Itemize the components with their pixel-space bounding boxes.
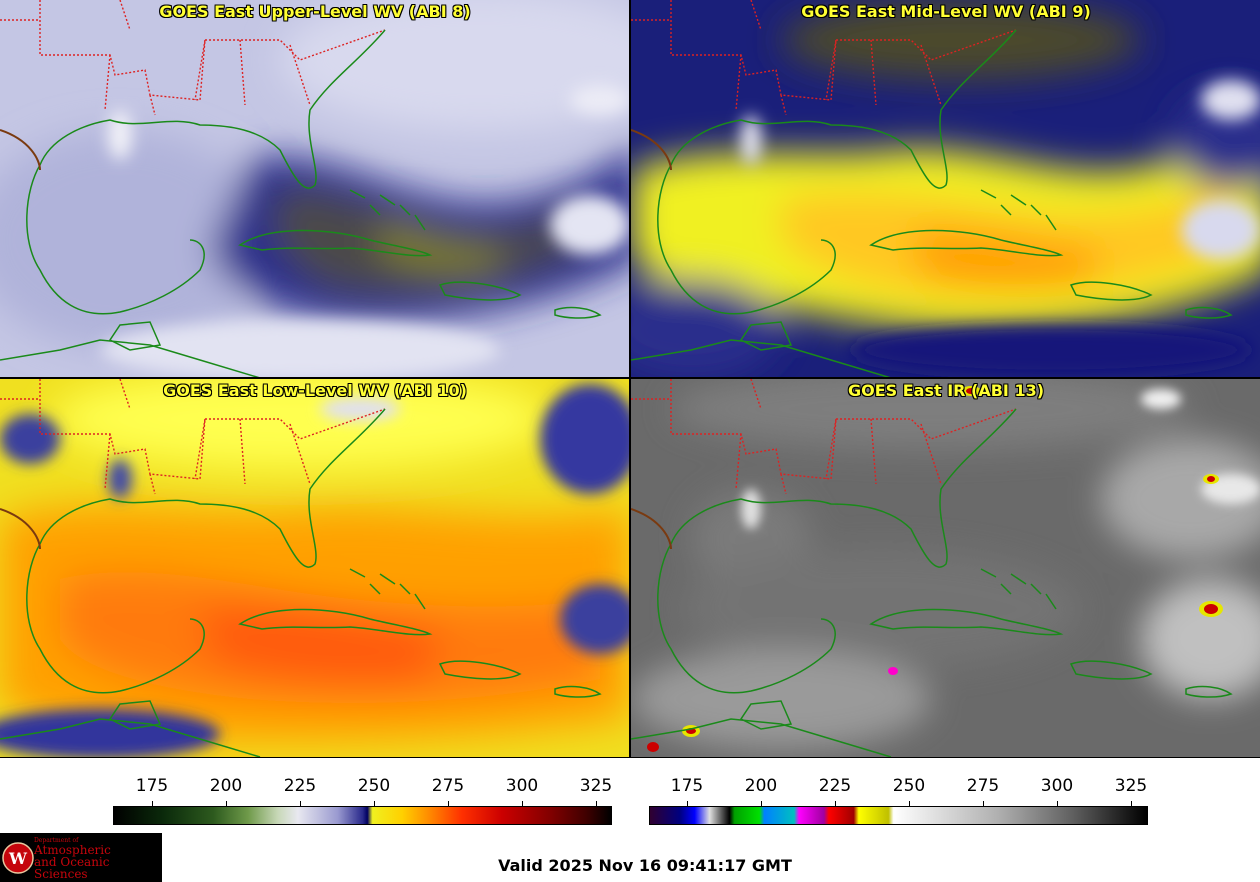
ir-tick-mark — [835, 801, 836, 806]
wv-tick-mark — [448, 801, 449, 806]
ir-tick-mark — [687, 801, 688, 806]
wisconsin-crest-icon: W — [2, 842, 34, 874]
ir-tick-label: 325 — [1114, 776, 1148, 796]
low-level-wv-panel: GOES East Low-Level WV (ABI 10) — [0, 379, 630, 757]
ir-title: GOES East IR (ABI 13) — [847, 381, 1045, 400]
ir-tick-mark — [761, 801, 762, 806]
ir-tick-mark — [1057, 801, 1058, 806]
ir-tick-label: 275 — [966, 776, 1000, 796]
panel-divider-horizontal — [0, 377, 1260, 379]
ir-tick-mark — [909, 801, 910, 806]
ir-tick-label: 225 — [818, 776, 852, 796]
logo-text: Department of Atmospheric and Oceanic Sc… — [34, 837, 162, 880]
ir-tick-label: 300 — [1040, 776, 1074, 796]
panel-frame-bottom — [0, 757, 1260, 758]
upper-level-wv-title: GOES East Upper-Level WV (ABI 8) — [159, 2, 471, 21]
wv-tick-label: 250 — [357, 776, 391, 796]
ir-tick-label: 200 — [744, 776, 778, 796]
wv-tick-mark — [152, 801, 153, 806]
ir-panel: GOES East IR (ABI 13) — [631, 379, 1260, 757]
wv-colorbar — [113, 806, 612, 825]
wv-tick-mark — [522, 801, 523, 806]
wv-tick-label: 325 — [579, 776, 613, 796]
mid-level-wv-image — [631, 0, 1260, 378]
wv-tick-label: 175 — [135, 776, 169, 796]
ir-tick-label: 175 — [670, 776, 704, 796]
upper-level-wv-image — [0, 0, 630, 378]
low-level-wv-image — [0, 379, 630, 757]
panel-divider-vertical — [629, 0, 631, 758]
wv-tick-label: 300 — [505, 776, 539, 796]
logo-oceanic-line: and Oceanic Sciences — [34, 855, 110, 881]
ir-image — [631, 379, 1260, 757]
upper-level-wv-panel: GOES East Upper-Level WV (ABI 8) — [0, 0, 630, 378]
ir-tick-mark — [983, 801, 984, 806]
wv-tick-mark — [300, 801, 301, 806]
ir-tick-mark — [1131, 801, 1132, 806]
wv-tick-label: 200 — [209, 776, 243, 796]
ir-colorbar — [649, 806, 1148, 825]
mid-level-wv-title: GOES East Mid-Level WV (ABI 9) — [801, 2, 1091, 21]
wv-tick-mark — [374, 801, 375, 806]
logo-atmospheric-line: Atmospheric — [34, 843, 111, 857]
aos-logo: W Department of Atmospheric and Oceanic … — [0, 833, 162, 882]
mid-level-wv-panel: GOES East Mid-Level WV (ABI 9) — [631, 0, 1260, 378]
valid-time: Valid 2025 Nov 16 09:41:17 GMT — [498, 856, 792, 875]
wv-tick-mark — [226, 801, 227, 806]
wv-tick-label: 275 — [431, 776, 465, 796]
ir-tick-label: 250 — [892, 776, 926, 796]
svg-text:W: W — [8, 849, 28, 868]
wv-tick-mark — [596, 801, 597, 806]
logo-department-line: Department of — [34, 837, 79, 844]
low-level-wv-title: GOES East Low-Level WV (ABI 10) — [163, 381, 467, 400]
wv-tick-label: 225 — [283, 776, 317, 796]
